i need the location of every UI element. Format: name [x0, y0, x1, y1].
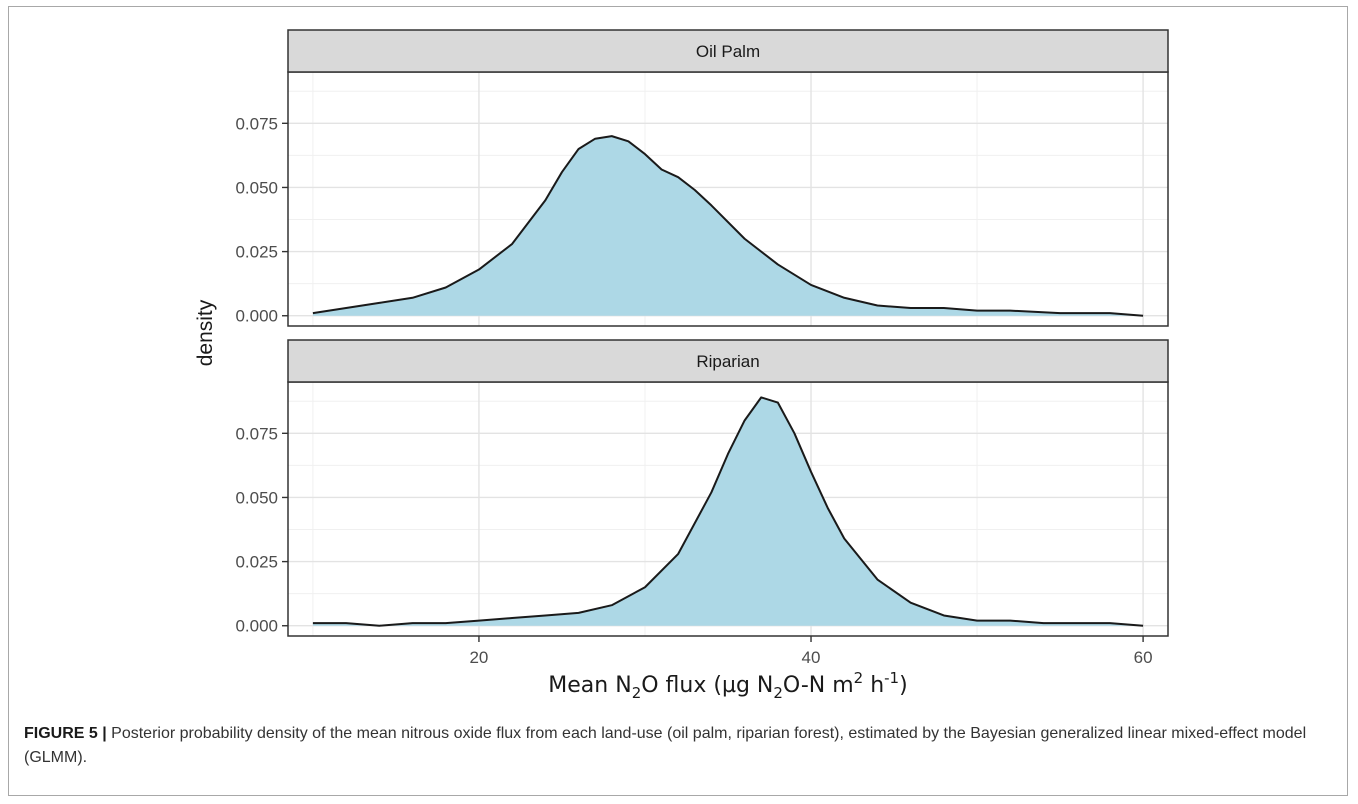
y-tick-label: 0.025: [235, 243, 278, 262]
density-chart: Oil Palm 0.000 0.025 0.050 0.075 Riparian 0.00…: [194, 29, 1169, 702]
y-tick-label: 0.000: [235, 617, 278, 636]
y-tick-label: 0.075: [235, 114, 278, 133]
x-tick-label: 20: [469, 648, 488, 667]
x-axis-label-part: O flux (µg N: [641, 673, 773, 698]
strip-riparian: [287, 339, 1169, 383]
y-tick-label: 0.025: [235, 553, 278, 572]
figure-frame: [8, 6, 1348, 796]
figure-caption: FIGURE 5 | Posterior probability density…: [24, 722, 1324, 770]
x-axis-label-part: ): [899, 673, 908, 698]
caption-text: Posterior probability density of the mea…: [24, 725, 1307, 766]
density-area-riparian: [312, 397, 1144, 626]
x-axis-label-part: Mean N: [548, 673, 631, 698]
x-axis-label-part: 2: [773, 684, 783, 702]
x-axis-label-part: -1: [884, 669, 899, 687]
y-tick-label: 0.075: [235, 424, 278, 443]
density-line-oil-palm: [312, 135, 1144, 317]
x-tick-label: 40: [802, 648, 821, 667]
strip-oil-palm: [287, 29, 1169, 73]
x-axis-label-part: 2: [854, 669, 864, 687]
strip-label-riparian: Riparian: [696, 352, 759, 371]
density-line-riparian: [312, 396, 1144, 627]
density-area-oil-palm: [312, 136, 1144, 316]
x-tick-label: 60: [1134, 648, 1153, 667]
y-tick-label: 0.050: [235, 488, 278, 507]
x-axis-label-part: 2: [632, 684, 642, 702]
strip-label-oil-palm: Oil Palm: [696, 42, 760, 61]
caption-label: FIGURE 5 |: [24, 725, 107, 742]
y-tick-label: 0.050: [235, 178, 278, 197]
y-tick-label: 0.000: [235, 307, 278, 326]
x-axis-label: Mean N2O flux (µg N2O-N m2 h-1): [548, 669, 907, 702]
x-axis-label-part: O-N m: [783, 673, 854, 698]
x-axis-label-part: h: [863, 673, 884, 698]
y-axis-label: density: [194, 299, 217, 366]
